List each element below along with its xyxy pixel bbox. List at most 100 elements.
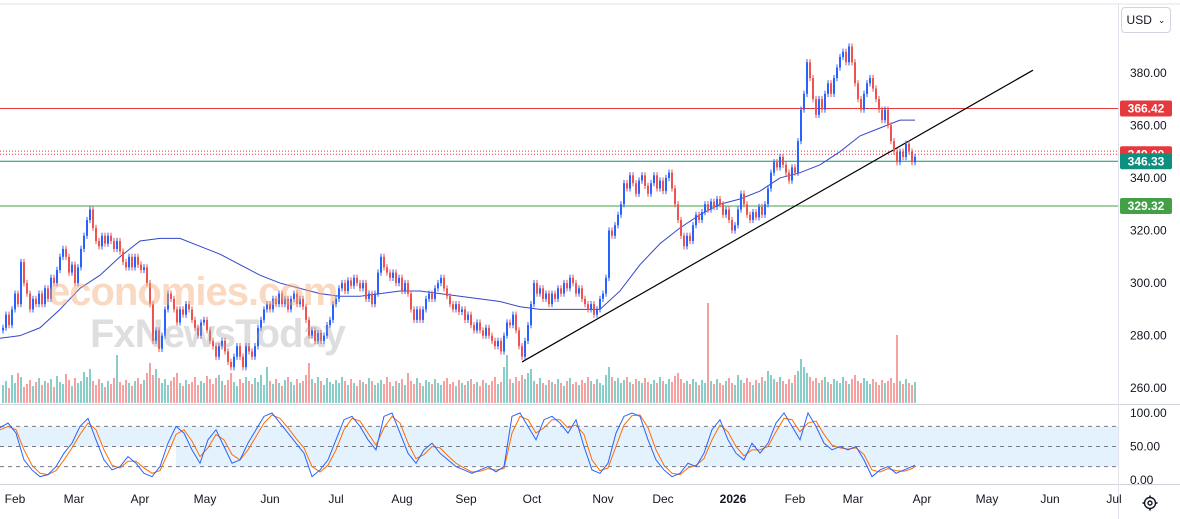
volume-bar: [98, 379, 100, 403]
volume-bar: [161, 383, 163, 403]
stoch-y-tick-label: 100.00: [1130, 406, 1167, 420]
candle-body: [374, 293, 376, 305]
candle-body: [881, 109, 883, 121]
volume-bar: [146, 373, 148, 403]
volume-bar: [779, 377, 781, 403]
candle-body: [665, 177, 667, 192]
candle-body: [476, 322, 478, 331]
candle-body: [452, 304, 454, 310]
candle-body: [629, 175, 631, 189]
price-level-label: 346.33: [1128, 154, 1165, 168]
volume-bar: [548, 380, 550, 403]
volume-bar: [203, 383, 205, 403]
volume-bar: [179, 383, 181, 403]
candle-body: [761, 206, 763, 215]
candle-body: [242, 356, 244, 368]
settings-button[interactable]: [1139, 492, 1161, 514]
candle-body: [785, 164, 787, 173]
volume-bar: [68, 380, 70, 403]
candle-body: [182, 309, 184, 315]
price-level-label: 329.32: [1128, 199, 1165, 213]
volume-bar: [617, 378, 619, 403]
x-tick-label: Mar: [64, 492, 85, 506]
candle-body: [563, 283, 565, 294]
volume-bar: [545, 385, 547, 403]
candle-body: [392, 272, 394, 278]
volume-bar: [149, 363, 151, 403]
volume-bar: [596, 379, 598, 403]
candle-body: [269, 304, 271, 310]
candle-body: [716, 198, 718, 207]
volume-bar: [29, 380, 31, 403]
volume-bar: [599, 383, 601, 403]
volume-bar: [83, 372, 85, 403]
volume-bar: [845, 381, 847, 403]
volume-bar: [134, 381, 136, 403]
volume-bar: [839, 383, 841, 403]
candle-body: [440, 277, 442, 284]
volume-bar: [341, 377, 343, 403]
volume-bar: [710, 381, 712, 403]
candle-body: [428, 293, 430, 299]
candle-body: [326, 325, 328, 336]
candle-body: [284, 298, 286, 305]
volume-bar: [137, 378, 139, 403]
candle-body: [107, 235, 109, 244]
candle-body: [794, 167, 796, 173]
volume-bar: [71, 386, 73, 403]
candle-body: [746, 204, 748, 215]
candle-body: [86, 220, 88, 236]
candle-body: [101, 235, 103, 247]
volume-bar: [86, 377, 88, 403]
candle-body: [512, 314, 514, 326]
candle-body: [671, 172, 673, 189]
volume-bar: [311, 379, 313, 403]
candle-body: [329, 319, 331, 326]
candle-body: [26, 283, 28, 294]
candle-body: [143, 267, 145, 270]
candle-body: [17, 293, 19, 305]
x-tick-label: Feb: [5, 492, 26, 506]
volume-bar: [815, 378, 817, 403]
candle-body: [341, 283, 343, 289]
volume-bar: [410, 381, 412, 403]
volume-bar: [539, 378, 541, 403]
candle-body: [281, 293, 283, 305]
volume-bar: [65, 374, 67, 403]
volume-bar: [557, 379, 559, 403]
stoch-k-line: [0, 411, 916, 478]
candle-body: [227, 351, 229, 362]
candle-body: [104, 235, 106, 244]
candle-body: [164, 309, 166, 336]
candle-body: [203, 319, 205, 323]
volume-bar: [761, 377, 763, 403]
volume-bar: [32, 386, 34, 403]
volume-bar: [242, 383, 244, 403]
candle-body: [548, 293, 550, 305]
volume-bar: [347, 385, 349, 403]
candle-body: [848, 46, 850, 63]
candle-body: [473, 325, 475, 331]
volume-bar: [188, 384, 190, 403]
volume-bar: [515, 377, 517, 403]
volume-bar: [680, 379, 682, 403]
candle-body: [749, 214, 751, 220]
currency-selector[interactable]: USD ⌄: [1121, 7, 1171, 33]
volume-bar: [668, 379, 670, 403]
candle-body: [566, 283, 568, 289]
volume-bar: [479, 386, 481, 403]
candle-body: [131, 256, 133, 268]
candle-body: [425, 298, 427, 310]
volume-bar: [794, 375, 796, 403]
volume-bar: [890, 378, 892, 403]
candle-body: [332, 304, 334, 320]
volume-bar: [887, 381, 889, 403]
volume-bar: [635, 379, 637, 403]
candle-body: [314, 330, 316, 341]
x-tick-label: 2026: [720, 492, 747, 506]
candle-body: [308, 319, 310, 336]
x-tick-label: May: [976, 492, 999, 506]
volume-bar: [458, 380, 460, 403]
candle-body: [632, 175, 634, 184]
candle-body: [170, 293, 172, 299]
